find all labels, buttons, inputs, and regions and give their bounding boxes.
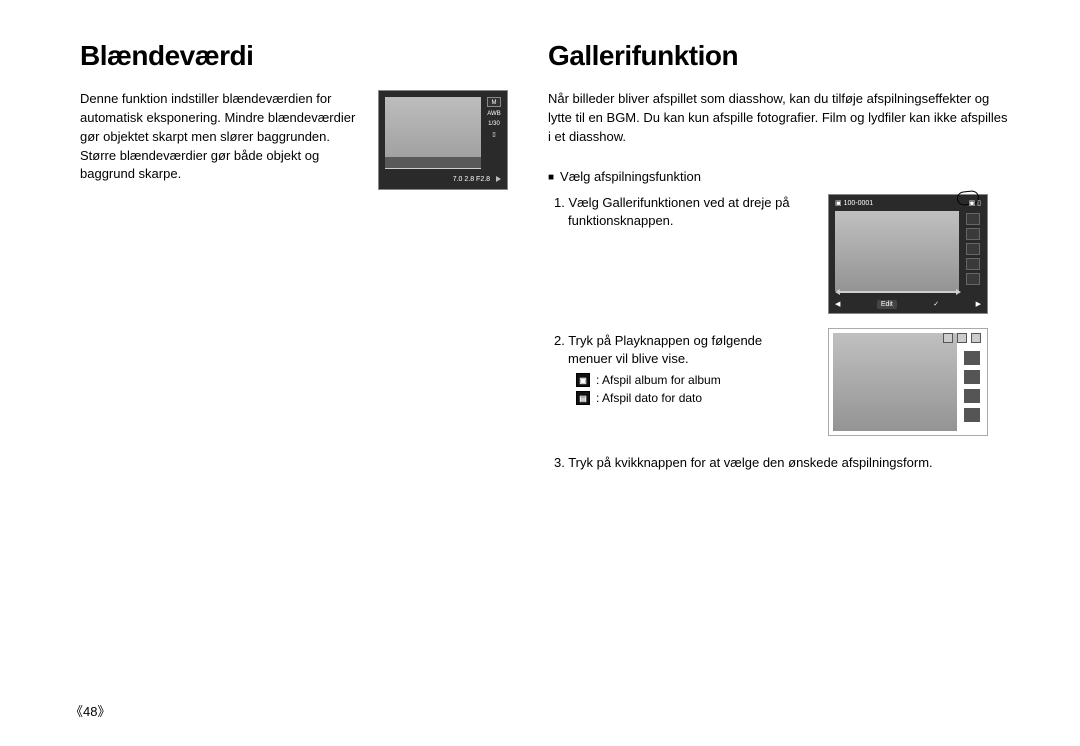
step-2-row: 2. Tryk på Playknappen og følgende menue…: [548, 332, 1010, 436]
two-column-layout: Blændeværdi Denne funktion indstiller bl…: [80, 40, 1010, 490]
aperture-camera-figure: M AWB 1/30 ▯ 7.0 2.8 F2.8: [378, 90, 508, 190]
awb-label: AWB: [487, 111, 500, 117]
fig3-photo: [833, 333, 957, 431]
step-1-row: 1. Vælg Gallerifunktionen ved at dreje p…: [548, 194, 1010, 314]
aperture-figure-bottom: 7.0 2.8 F2.8: [385, 176, 501, 183]
right-intro: Når billeder bliver afspillet som diassh…: [548, 90, 1010, 147]
fig2-bottom-bar: ◀ Edit ✓ ▶: [835, 300, 981, 309]
fig2-side-icons: [963, 213, 983, 293]
sidebar-icon: [966, 228, 980, 240]
album-icon: ▣: [576, 373, 590, 387]
shutter-label: 1/30: [488, 121, 500, 127]
sidebar-icon: [964, 351, 980, 365]
top-icon: [943, 333, 953, 343]
battery-icon: ▯: [492, 131, 495, 138]
fig2-timeline: [839, 291, 957, 293]
sidebar-icon: [964, 408, 980, 422]
option-date-row: ▤ : Afspil dato for dato: [548, 391, 808, 405]
sidebar-icon: [966, 258, 980, 270]
subheading: Vælg afspilningsfunktion: [548, 169, 1010, 184]
fig2-photo: [835, 211, 959, 291]
left-title: Blændeværdi: [80, 40, 508, 72]
prev-icon: ◀: [835, 300, 840, 308]
step-1-text: 1. Vælg Gallerifunktionen ved at dreje p…: [548, 194, 808, 314]
edit-badge: Edit: [877, 300, 897, 309]
fig3-side-icons: [961, 351, 983, 429]
top-icon: [971, 333, 981, 343]
mode-badge: M: [487, 97, 501, 107]
sidebar-icon: [964, 370, 980, 384]
aperture-figure-sidebar: M AWB 1/30 ▯: [485, 97, 503, 183]
fig2-top-bar: ▣ 100-0001 ▣ ▯: [835, 199, 981, 207]
step-2-text: 2. Tryk på Playknappen og følgende menue…: [548, 332, 808, 370]
date-icon: ▤: [576, 391, 590, 405]
left-column: Blændeværdi Denne funktion indstiller bl…: [80, 40, 508, 490]
left-paragraph: Denne funktion indstiller blændeværdien …: [80, 90, 360, 190]
step-3-row: 3. Tryk på kvikknappen for at vælge den …: [548, 454, 1010, 473]
aperture-figure-scale-strip: [385, 157, 481, 169]
sidebar-icon: [966, 273, 980, 285]
left-body-row: Denne funktion indstiller blændeværdien …: [80, 90, 508, 190]
confirm-icon: ✓: [933, 300, 939, 308]
page-number: 《48》: [70, 701, 110, 720]
album-mode-icon: ▣ ▯: [969, 199, 981, 207]
fig3-top-icons: [943, 333, 981, 343]
step-2-text-block: 2. Tryk på Playknappen og følgende menue…: [548, 332, 808, 436]
gallery-camera-figure-1: ▣ 100-0001 ▣ ▯ ◀ Edit ✓ ▶: [828, 194, 988, 314]
sidebar-icon: [964, 389, 980, 403]
option-album-label: : Afspil album for album: [596, 373, 721, 387]
sidebar-icon: [966, 243, 980, 255]
option-date-label: : Afspil dato for dato: [596, 391, 702, 405]
right-title: Gallerifunktion: [548, 40, 1010, 72]
gallery-camera-figure-2: [828, 328, 988, 436]
play-triangle-icon: [496, 176, 501, 182]
right-column: Gallerifunktion Når billeder bliver afsp…: [548, 40, 1010, 490]
aperture-values: 7.0 2.8 F2.8: [453, 176, 490, 183]
step-3-text: 3. Tryk på kvikknappen for at vælge den …: [548, 454, 968, 473]
file-counter: 100-0001: [844, 200, 874, 207]
option-album-row: ▣ : Afspil album for album: [548, 373, 808, 387]
top-icon: [957, 333, 967, 343]
play-icon: ▶: [976, 300, 981, 308]
sidebar-icon: [966, 213, 980, 225]
